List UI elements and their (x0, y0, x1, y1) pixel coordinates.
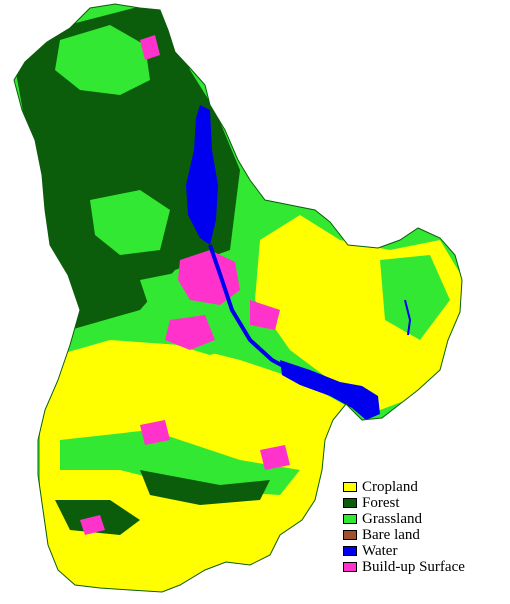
reservoir-south (280, 360, 380, 420)
reservoir-north (186, 105, 218, 245)
legend-item-water: Water (343, 543, 503, 559)
legend-label-cropland: Cropland (362, 479, 418, 495)
legend-item-grassland: Grassland (343, 511, 503, 527)
urban-patch-north (140, 35, 160, 60)
legend-swatch-build-up-surface (343, 562, 357, 572)
legend-label-bare-land: Bare land (362, 527, 420, 543)
urban-southwest (165, 315, 215, 350)
legend-label-build-up-surface: Build-up Surface (362, 559, 465, 575)
river-east-tributary (404, 299, 412, 336)
grassland-east-patch (380, 255, 450, 340)
legend-item-forest: Forest (343, 495, 503, 511)
grassland-south-band (60, 430, 300, 495)
legend-swatch-grassland (343, 514, 357, 524)
legend-label-water: Water (362, 543, 398, 559)
legend-swatch-bare-land (343, 530, 357, 540)
legend-label-grassland: Grassland (362, 511, 422, 527)
forest-south-band (140, 470, 270, 505)
legend-item-cropland: Cropland (343, 479, 503, 495)
urban-patch-south-1 (140, 420, 170, 445)
grassland-north-patch (55, 25, 150, 95)
urban-southeast (250, 300, 280, 330)
legend-swatch-water (343, 546, 357, 556)
forest-north (14, 4, 240, 330)
legend-label-forest: Forest (362, 495, 400, 511)
legend-item-build-up-surface: Build-up Surface (343, 559, 503, 575)
legend-item-bare-land: Bare land (343, 527, 503, 543)
map-legend: Cropland Forest Grassland Bare land Wate… (343, 479, 503, 579)
legend-swatch-cropland (343, 482, 357, 492)
urban-patch-south-2 (260, 445, 290, 470)
legend-swatch-forest (343, 498, 357, 508)
grassland-west-patch (90, 190, 170, 255)
urban-patch-south-3 (80, 515, 105, 535)
